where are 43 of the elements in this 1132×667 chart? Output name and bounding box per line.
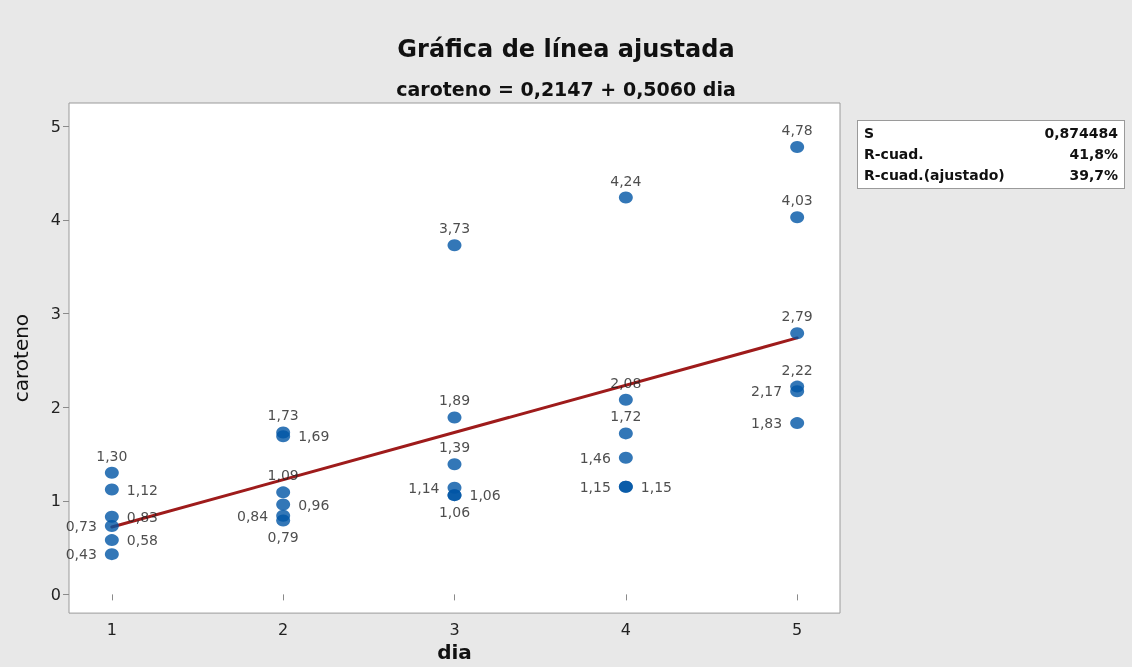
data-label: 0,96 [298,496,330,513]
x-tick-label: 5 [792,619,803,639]
data-label: 1,15 [640,478,673,495]
data-label: 0,58 [126,532,159,549]
x-axis-title: dia [437,640,472,664]
data-label: 1,72 [610,408,642,425]
x-tick-label: 3 [449,619,460,639]
y-tick-label: 3 [50,304,61,324]
data-label: 0,84 [236,507,269,524]
data-label: 4,03 [781,192,813,209]
data-label: 4,78 [781,121,813,138]
y-tick-label: 5 [50,116,61,136]
data-label: 1,39 [438,439,471,456]
data-label: 1,14 [408,479,440,496]
x-tick-label: 2 [278,619,289,639]
data-label: 1,69 [298,428,330,445]
y-tick-label: 2 [50,397,61,417]
y-tick-label: 4 [50,210,61,230]
data-label: 3,73 [438,220,471,237]
y-axis-title: caroteno [9,313,33,403]
data-label: 1,06 [438,504,471,521]
data-label: 0,79 [267,529,299,546]
chart-title: Gráfica de línea ajustada [397,35,735,63]
x-tick-label: 4 [620,619,631,639]
data-label: 1,73 [267,407,299,424]
data-label: 1,83 [750,415,783,432]
data-label: 0,43 [65,546,97,563]
chart-subtitle: caroteno = 0,2147 + 0,5060 dia [396,77,736,100]
data-label: 0,73 [65,518,97,535]
data-label: 4,24 [610,172,642,189]
data-label: 1,06 [469,487,501,504]
y-tick-label: 1 [50,491,61,511]
data-label: 1,30 [96,447,128,464]
stats-box: S 0,874484 R-cuad. 41,8% R-cuad.(ajustado) 39,7% [857,120,1125,189]
data-label: 1,46 [579,449,611,466]
data-label: 2,79 [781,308,813,325]
data-label: 1,12 [126,481,159,498]
x-tick-label: 1 [106,619,117,639]
data-label: 2,22 [781,361,813,378]
data-label: 2,17 [750,383,783,400]
data-label: 1,89 [438,392,471,409]
y-tick-label: 0 [50,584,61,604]
data-label: 1,15 [579,478,611,495]
